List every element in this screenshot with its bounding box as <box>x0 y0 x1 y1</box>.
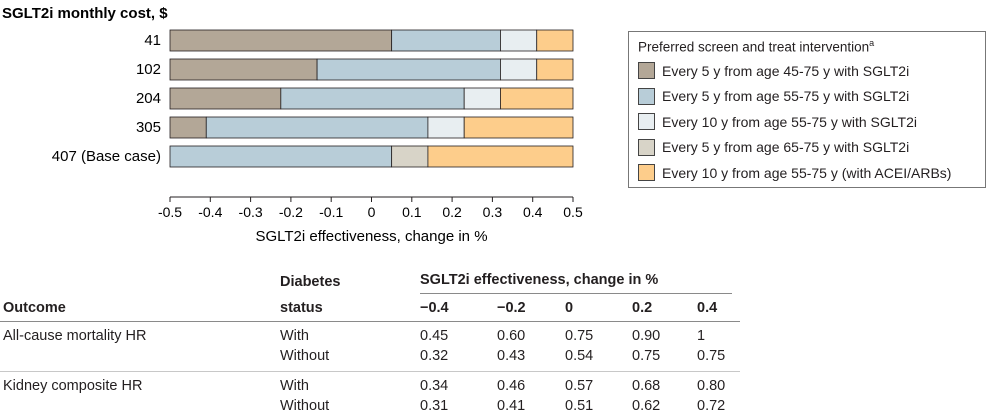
bar-segment <box>205 116 429 139</box>
col-header: 0.4 <box>697 300 718 316</box>
category-label: 41 <box>144 32 161 49</box>
bar-segment <box>169 29 393 52</box>
table-cell: 1 <box>697 328 706 344</box>
header-status: status <box>280 300 323 316</box>
table-cell: 0.51 <box>565 398 594 414</box>
legend-footnote-mark: a <box>869 38 875 48</box>
category-label: 407 (Base case) <box>52 148 161 165</box>
col-header: 0 <box>565 300 574 316</box>
x-tick-label: -0.3 <box>239 204 263 220</box>
row-divider <box>0 371 740 372</box>
table-cell: 0.41 <box>497 398 526 414</box>
table-cell: 0.90 <box>632 328 661 344</box>
category-label: 305 <box>136 119 161 136</box>
x-tick-label: 0.1 <box>402 204 422 220</box>
legend-item-10y-acei-arbs: Every 10 y from age 55-75 y (with ACEI/A… <box>629 160 985 186</box>
table-cell: 0.75 <box>632 348 661 364</box>
bar-segment <box>391 29 501 52</box>
row-status: Without <box>280 348 330 364</box>
table-cell: 0.80 <box>697 378 726 394</box>
table-cell: 0.57 <box>565 378 594 394</box>
row-status: Without <box>280 398 330 414</box>
bar-segment <box>169 58 318 81</box>
legend-swatch <box>638 62 655 80</box>
bar-segment <box>280 87 465 110</box>
stacked-bar-chart: SGLT2i monthly cost, $ 41 102 204 305 407 (B… <box>2 5 583 245</box>
legend-item-5y-55-75: Every 5 y from age 55-75 y with SGLT2i <box>629 84 985 110</box>
table-cell: 0.43 <box>497 348 526 364</box>
legend-swatch <box>638 138 655 156</box>
x-tick-label: -0.1 <box>319 204 343 220</box>
legend: Preferred screen and treat interventiona… <box>628 31 986 188</box>
bar-segment <box>169 145 393 168</box>
table-cell: 0.62 <box>632 398 661 414</box>
legend-item-10y-55-75: Every 10 y from age 55-75 y with SGLT2i <box>629 109 985 135</box>
legend-title-text: Preferred screen and treat intervention <box>638 39 870 55</box>
bar-segment <box>536 29 574 52</box>
table-cell: 0.68 <box>632 378 661 394</box>
x-tick-label: -0.5 <box>158 204 182 220</box>
table-cell: 0.75 <box>697 348 726 364</box>
bar-segment <box>500 58 538 81</box>
legend-label: Every 5 y from age 55-75 y with SGLT2i <box>662 88 910 105</box>
legend-label: Every 10 y from age 55-75 y (with ACEI/A… <box>662 164 952 181</box>
category-label: 102 <box>136 61 161 78</box>
col-header: −0.4 <box>420 300 449 316</box>
col-header: 0.2 <box>632 300 653 316</box>
header-diabetes: Diabetes <box>280 274 341 290</box>
y-axis-title: SGLT2i monthly cost, $ <box>2 5 168 22</box>
header-rule-short <box>420 293 732 294</box>
x-axis-label: SGLT2i effectiveness, change in % <box>255 228 487 245</box>
table-cell: 0.46 <box>497 378 526 394</box>
table-cell: 0.31 <box>420 398 449 414</box>
bar-segment <box>463 116 574 139</box>
x-tick-label: 0.3 <box>483 204 503 220</box>
legend-title: Preferred screen and treat interventiona <box>629 32 985 58</box>
x-tick-label: -0.4 <box>198 204 222 220</box>
legend-label: Every 5 y from age 65-75 y with SGLT2i <box>662 139 910 156</box>
row-status: With <box>280 328 309 344</box>
header-outcome: Outcome <box>3 300 66 316</box>
legend-swatch <box>638 164 655 182</box>
row-outcome: Kidney composite HR <box>3 378 143 394</box>
bar-segment <box>169 87 282 110</box>
bar-segment <box>391 145 429 168</box>
table-cell: 0.54 <box>565 348 594 364</box>
bar-segment <box>536 58 574 81</box>
x-tick-label: 0 <box>368 204 376 220</box>
legend-item-5y-45-75: Every 5 y from age 45-75 y with SGLT2i <box>629 58 985 84</box>
table-cell: 0.72 <box>697 398 726 414</box>
bar-segment <box>169 116 207 139</box>
bar-segment <box>427 145 574 168</box>
table-cell: 0.45 <box>420 328 449 344</box>
category-label: 204 <box>136 90 161 107</box>
x-tick-label: -0.2 <box>279 204 303 220</box>
bar-segment <box>427 116 465 139</box>
row-status: With <box>280 378 309 394</box>
legend-swatch <box>638 113 655 131</box>
table-cell: 0.75 <box>565 328 594 344</box>
table-cell: 0.32 <box>420 348 449 364</box>
legend-swatch <box>638 87 655 105</box>
header-rule <box>0 321 740 322</box>
col-header: −0.2 <box>497 300 526 316</box>
table-cell: 0.60 <box>497 328 526 344</box>
x-tick-label: 0.2 <box>442 204 462 220</box>
bar-segment <box>316 58 501 81</box>
bar-segment <box>463 87 501 110</box>
row-outcome: All-cause mortality HR <box>3 328 147 344</box>
legend-label: Every 10 y from age 55-75 y with SGLT2i <box>662 113 917 130</box>
legend-label: Every 5 y from age 45-75 y with SGLT2i <box>662 62 910 79</box>
x-tick-label: 0.5 <box>563 204 583 220</box>
bar-segment <box>500 29 538 52</box>
bar-segment <box>500 87 574 110</box>
header-effectiveness: SGLT2i effectiveness, change in % <box>420 272 659 288</box>
legend-item-5y-65-75: Every 5 y from age 65-75 y with SGLT2i <box>629 135 985 161</box>
table-cell: 0.34 <box>420 378 449 394</box>
x-tick-label: 0.4 <box>523 204 543 220</box>
